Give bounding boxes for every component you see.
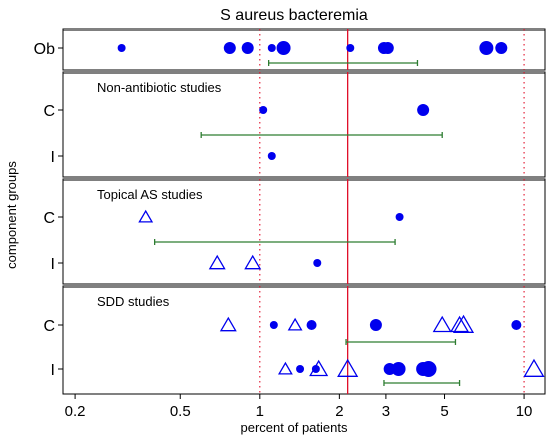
data-point-circle <box>313 259 322 267</box>
row-label: I <box>51 362 55 379</box>
x-axis: 0.2 0.5 1 2 3 5 10 <box>65 394 533 420</box>
data-point-circle <box>276 41 291 55</box>
data-point-circle <box>241 42 254 54</box>
data-point-circle <box>306 320 317 330</box>
panel-frame <box>62 178 546 285</box>
data-point-circle <box>269 321 278 329</box>
panel-label: Non-antibiotic studies <box>97 80 222 95</box>
panel: Non-antibiotic studies C I <box>43 71 546 178</box>
data-point-circle <box>479 41 494 55</box>
panel: SDD studies C I <box>43 285 546 395</box>
data-point-triangle <box>450 315 470 333</box>
data-point-triangle <box>138 209 154 223</box>
data-point-triangle <box>208 254 226 270</box>
data-point-circle <box>381 42 394 54</box>
data-point-triangle <box>337 358 359 377</box>
x-tick-label: 2 <box>335 403 343 420</box>
panel: Ob <box>34 28 546 71</box>
data-point-triangle <box>277 361 293 375</box>
data-point-triangle <box>523 358 545 377</box>
data-point-circle <box>267 44 276 52</box>
x-axis-label: percent of patients <box>241 420 348 435</box>
data-point-circle <box>391 362 406 376</box>
data-point-circle <box>267 152 276 160</box>
data-point-triangle <box>432 315 452 333</box>
data-point-circle <box>117 44 126 52</box>
row-label: C <box>43 318 55 335</box>
row-label: C <box>43 210 55 227</box>
x-tick-label: 1 <box>256 403 264 420</box>
x-tick-label: 5 <box>440 403 448 420</box>
row-label: I <box>51 256 55 273</box>
x-tick-label: 0.2 <box>65 403 86 420</box>
row-label: C <box>43 103 55 120</box>
x-tick-label: 3 <box>382 403 390 420</box>
y-axis-label: component groups <box>4 161 19 269</box>
data-point-circle <box>511 320 522 330</box>
data-point-circle <box>311 365 320 373</box>
data-point-triangle <box>244 254 262 270</box>
data-point-circle <box>346 44 355 52</box>
data-point-triangle <box>452 314 475 333</box>
data-point-circle <box>369 319 382 331</box>
chart-title: S aureus bacteremia <box>220 7 368 24</box>
panel-label: SDD studies <box>97 294 170 309</box>
x-tick-label: 0.5 <box>170 403 191 420</box>
row-label: Ob <box>34 41 55 58</box>
data-point-triangle <box>219 316 237 332</box>
panel-frame <box>62 71 546 178</box>
data-point-circle <box>259 106 268 114</box>
panel: Topical AS studies C I <box>43 178 546 285</box>
data-point-triangle <box>287 317 303 331</box>
x-tick-label: 10 <box>516 403 533 420</box>
data-point-circle <box>395 213 404 221</box>
panel-frame <box>62 285 546 395</box>
panel-frame <box>62 28 546 71</box>
data-point-circle <box>296 365 305 373</box>
data-point-circle <box>495 42 508 54</box>
data-point-triangle <box>309 359 329 377</box>
data-point-circle <box>417 104 430 116</box>
row-label: I <box>51 149 55 166</box>
data-point-circle <box>420 361 437 377</box>
panel-label: Topical AS studies <box>97 187 203 202</box>
data-point-circle <box>223 42 236 54</box>
